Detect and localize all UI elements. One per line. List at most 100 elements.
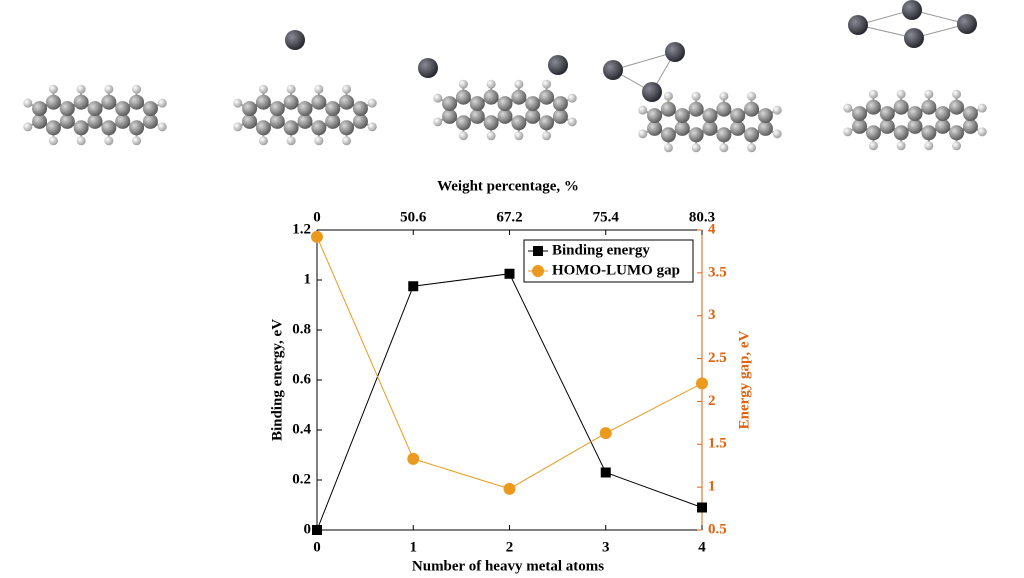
y-tick-label: 0.8 [292,321,311,337]
hydrogen-atom [48,136,58,146]
marker [532,265,544,277]
hydrogen-atom [76,84,86,94]
carbon-atom [497,96,513,112]
hydrogen-atom [719,91,729,101]
hydrogen-atom [896,141,906,151]
carbon-atom [879,118,895,134]
carbon-atom [660,127,676,143]
carbon-atom [893,99,909,115]
carbon-atom [242,101,258,117]
carbon-atom [297,113,313,129]
carbon-atom [59,101,75,117]
carbon-atom [949,99,965,115]
carbon-atom [511,115,527,131]
hydrogen-atom [458,131,468,141]
hydrogen-atom [258,136,268,146]
marker [697,502,707,513]
carbon-atom [455,115,471,131]
carbon-atom [921,99,937,115]
hydrogen-atom [567,117,577,127]
carbon-atom [935,106,951,122]
carbon-atom [483,115,499,131]
y-tick-label: 0.2 [292,471,311,487]
y2-tick-label: 1.5 [708,436,727,452]
x2-tick-label: 67.2 [496,209,522,225]
hydrogen-atom [132,84,142,94]
marker [504,268,515,279]
x2-tick-label: 50.6 [400,209,427,225]
carbon-atom [949,125,965,141]
carbon-atom [865,99,881,115]
carbon-atom [935,118,951,134]
carbon-atom [744,127,760,143]
carbon-atom [142,101,158,117]
metal-atom [957,14,977,34]
hydrogen-atom [772,105,782,115]
carbon-atom [283,94,299,110]
metal-atom [642,82,662,102]
hydrogen-atom [924,89,934,99]
hydrogen-atom [486,131,496,141]
carbon-atom [647,108,663,124]
marker [533,246,543,256]
carbon-atom [893,125,909,141]
hydrogen-atom [104,84,114,94]
hydrogen-atom [514,79,524,89]
metal-atom [902,0,922,20]
hydrogen-atom [952,89,962,99]
carbon-atom [907,106,923,122]
carbon-atom [552,108,568,124]
hydrogen-atom [314,84,324,94]
x-tick-label: 3 [602,539,610,555]
carbon-atom [45,120,61,136]
hydrogen-atom [23,122,33,132]
hydrogen-atom [314,136,324,146]
carbon-atom [311,120,327,136]
marker [599,427,612,440]
carbon-atom [339,120,355,136]
carbon-atom [73,94,89,110]
legend: Binding energy HOMO-LUMO gap [523,239,694,283]
carbon-atom [87,113,103,129]
metal-atom [603,60,623,80]
x2-tick-label: 80.3 [689,209,715,225]
hydrogen-atom [433,117,443,127]
hydrogen-atom [691,143,701,153]
molecule-illustrations [23,0,987,153]
marker [503,482,516,495]
carbon-atom [757,108,773,124]
carbon-atom [73,120,89,136]
hydrogen-atom [977,103,987,113]
y2-tick-label: 2 [708,393,716,409]
marker [407,452,420,465]
hydrogen-atom [924,141,934,151]
carbon-atom [311,94,327,110]
carbon-atom [730,108,746,124]
carbon-atom [101,94,117,110]
carbon-atom [325,101,341,117]
hydrogen-atom [157,98,167,108]
hydrogen-atom [132,136,142,146]
y-tick-label: 1 [304,271,312,287]
hydrogen-atom [719,143,729,153]
plot: 0 1 2 3 4 0 50.6 67.2 75.4 80.3 0 0.2 0.4 0.6 0.8 1 1.2 0… [292,209,727,555]
hydrogen-atom [23,98,33,108]
carbon-atom [921,125,937,141]
carbon-atom [469,108,485,124]
x2-tick-label: 0 [313,209,321,225]
carbon-atom [32,101,48,117]
carbon-atom [469,96,485,112]
carbon-atom [101,120,117,136]
x-tick-label: 0 [313,539,321,555]
metal-atom [904,28,924,48]
x-tick-label: 4 [698,539,706,555]
hydrogen-atom [367,122,377,132]
y2-tick-label: 3.5 [708,264,727,280]
metal-atom [418,58,438,78]
carbon-atom [297,101,313,117]
y2-tick-label: 0.5 [708,521,727,537]
carbon-atom [525,108,541,124]
hydrogen-atom [663,143,673,153]
carbon-atom [907,118,923,134]
x-axis-title: Number of heavy metal atoms [412,558,604,574]
